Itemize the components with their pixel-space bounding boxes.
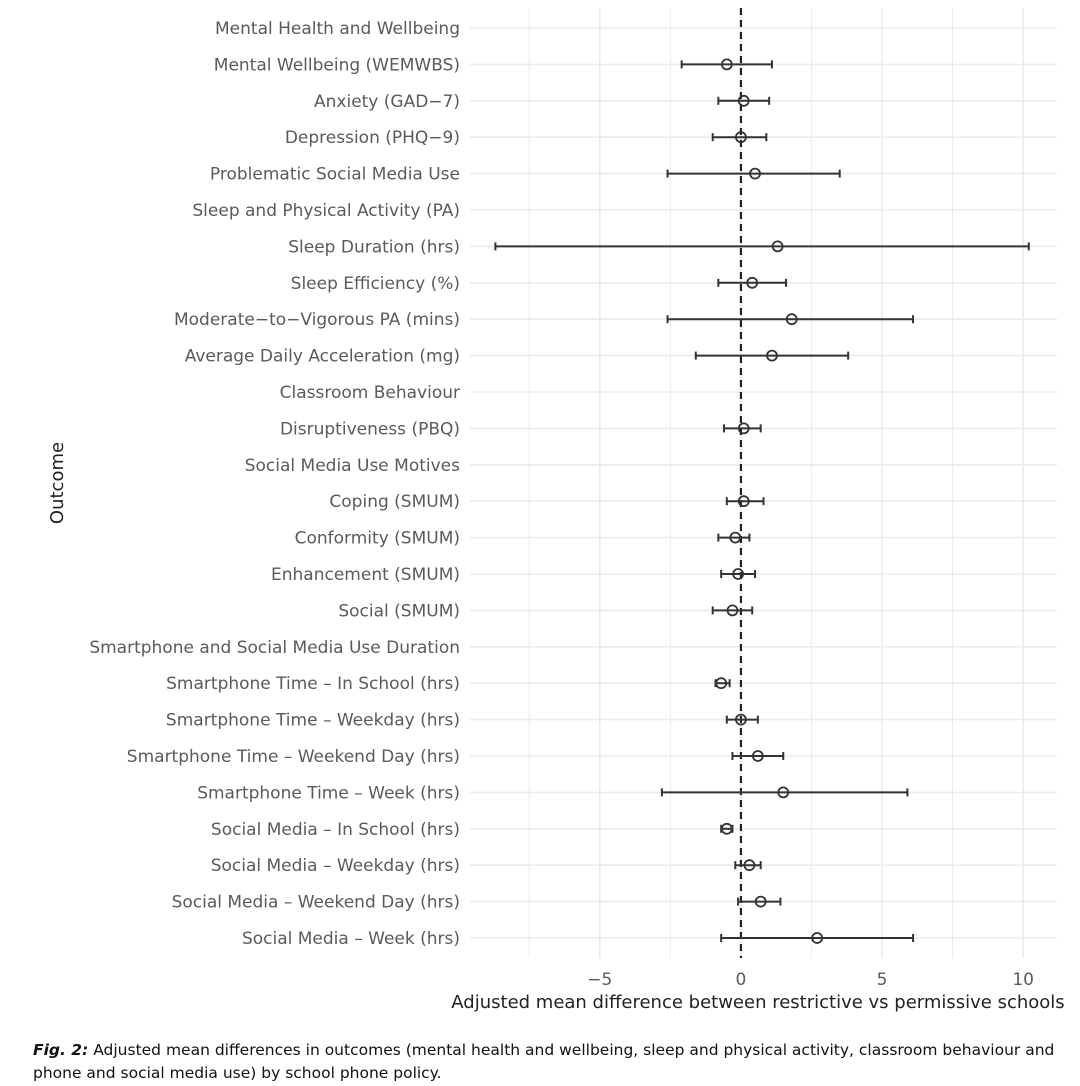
outcome-label: Smartphone Time – Weekday (hrs) bbox=[166, 711, 460, 731]
x-tick-label: 10 bbox=[1012, 970, 1034, 990]
point-estimate bbox=[777, 786, 790, 799]
x-tick-label: 5 bbox=[877, 970, 888, 990]
y-axis-title: Outcome bbox=[47, 442, 68, 524]
group-header-label: Mental Health and Wellbeing bbox=[215, 19, 460, 39]
outcome-label: Mental Wellbeing (WEMWBS) bbox=[214, 55, 460, 75]
outcome-label: Sleep Duration (hrs) bbox=[288, 237, 460, 257]
outcome-label: Smartphone Time – Weekend Day (hrs) bbox=[127, 747, 460, 767]
point-estimate bbox=[785, 313, 798, 326]
outcome-label: Average Daily Acceleration (mg) bbox=[185, 347, 460, 367]
x-tick-label: −5 bbox=[587, 970, 612, 990]
point-estimate bbox=[746, 276, 759, 289]
outcome-label: Anxiety (GAD−7) bbox=[314, 92, 460, 112]
point-estimate bbox=[749, 167, 761, 180]
x-axis-ticks: −5 0 5 10 bbox=[587, 970, 1034, 990]
x-axis-title: Adjusted mean difference between restric… bbox=[451, 992, 1064, 1013]
point-estimate bbox=[737, 495, 750, 508]
outcome-label: Smartphone Time – In School (hrs) bbox=[166, 674, 460, 694]
point-estimate bbox=[754, 895, 767, 908]
point-estimate bbox=[766, 349, 778, 362]
forest-plot: Mental Health and Wellbeing Mental Wellbe… bbox=[47, 8, 1065, 1013]
group-header-label: Smartphone and Social Media Use Duration bbox=[89, 638, 460, 658]
point-estimate bbox=[729, 531, 742, 544]
point-estimate bbox=[743, 859, 756, 872]
figure-caption: Fig. 2: Adjusted mean differences in out… bbox=[33, 1039, 1073, 1085]
point-estimate bbox=[720, 822, 733, 835]
outcome-label: Social (SMUM) bbox=[338, 601, 460, 621]
outcome-labels: Mental Health and Wellbeing Mental Wellbe… bbox=[89, 19, 460, 949]
caption-text: Adjusted mean differences in outcomes (m… bbox=[33, 1041, 1055, 1082]
outcome-label: Moderate−to−Vigorous PA (mins) bbox=[174, 310, 460, 330]
outcome-label: Sleep Efficiency (%) bbox=[291, 274, 460, 294]
group-header-label: Social Media Use Motives bbox=[245, 456, 460, 476]
x-tick-label: 0 bbox=[736, 970, 747, 990]
point-estimate bbox=[811, 932, 824, 944]
point-estimate bbox=[715, 677, 728, 690]
point-estimate bbox=[720, 58, 733, 71]
group-header-label: Classroom Behaviour bbox=[280, 383, 460, 403]
caption-lead: Fig. 2: bbox=[33, 1041, 89, 1059]
point-estimate bbox=[726, 604, 739, 617]
outcome-label: Social Media – Weekday (hrs) bbox=[211, 856, 460, 876]
outcome-label: Conformity (SMUM) bbox=[295, 529, 460, 549]
outcome-label: Coping (SMUM) bbox=[329, 492, 460, 512]
estimate-marks bbox=[494, 58, 1030, 944]
point-estimate bbox=[737, 94, 750, 107]
outcome-label: Smartphone Time – Week (hrs) bbox=[197, 783, 460, 803]
outcome-label: Problematic Social Media Use bbox=[210, 165, 460, 185]
outcome-label: Social Media – Week (hrs) bbox=[242, 929, 460, 949]
point-estimate bbox=[751, 750, 764, 762]
outcome-label: Social Media – In School (hrs) bbox=[211, 820, 460, 840]
grid bbox=[470, 8, 1057, 958]
outcome-label: Social Media – Weekend Day (hrs) bbox=[172, 893, 460, 913]
point-estimate bbox=[735, 131, 747, 144]
outcome-label: Disruptiveness (PBQ) bbox=[280, 419, 460, 439]
point-estimate bbox=[771, 240, 784, 253]
point-estimate bbox=[737, 422, 750, 435]
outcome-label: Depression (PHQ−9) bbox=[285, 128, 460, 148]
group-header-label: Sleep and Physical Activity (PA) bbox=[192, 201, 460, 221]
point-estimate bbox=[735, 713, 747, 726]
point-estimate bbox=[732, 568, 745, 580]
outcome-label: Enhancement (SMUM) bbox=[271, 565, 460, 585]
